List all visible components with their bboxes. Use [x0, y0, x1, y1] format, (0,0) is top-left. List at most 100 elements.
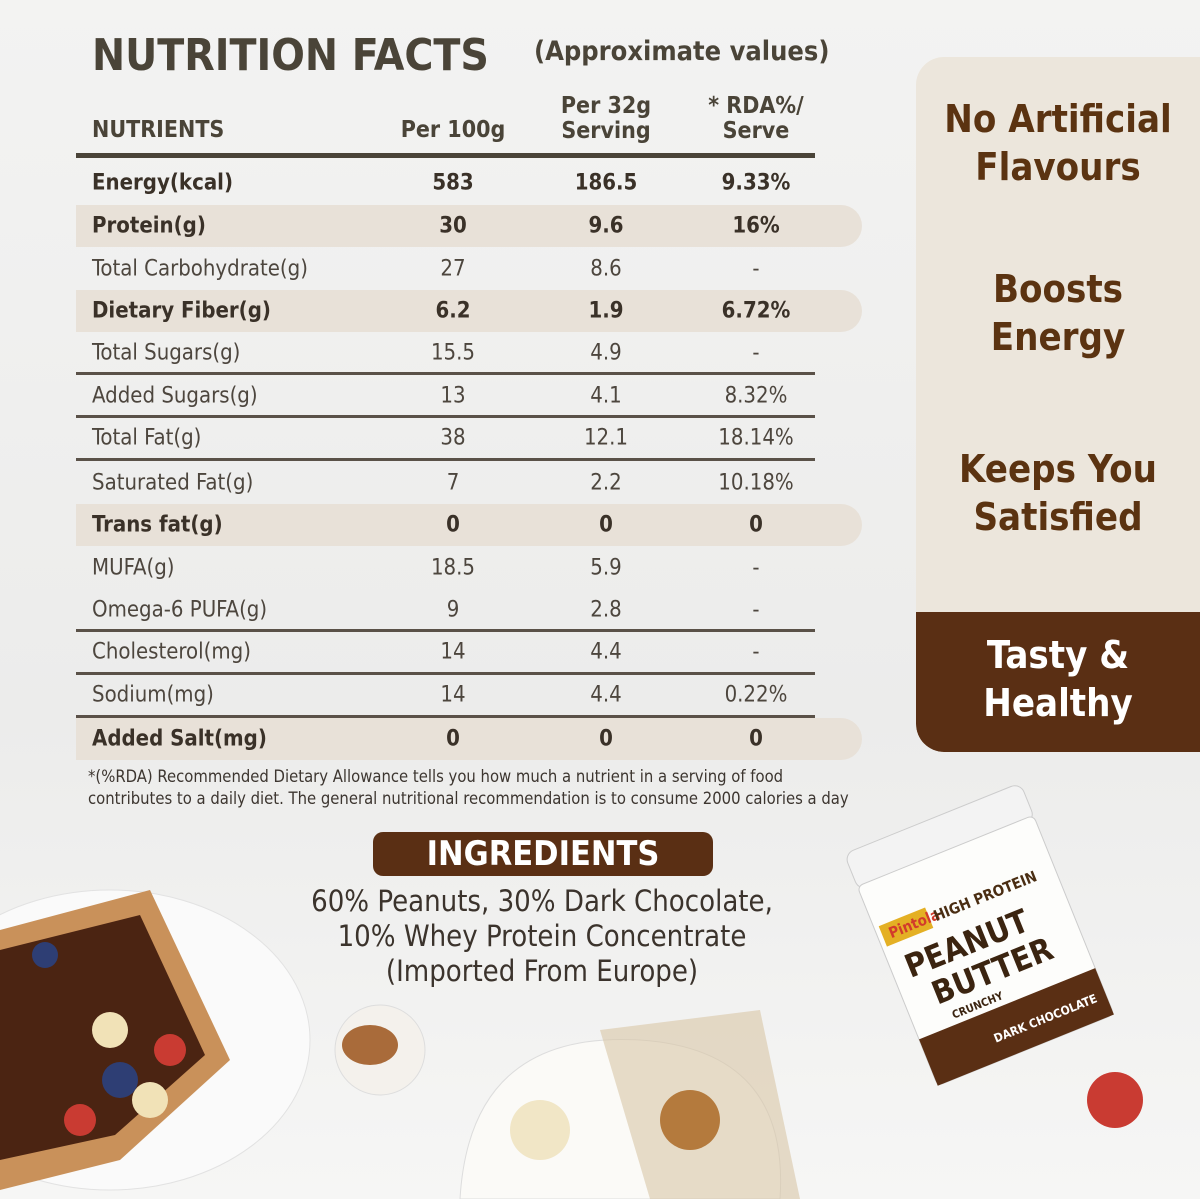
cell: 0.22% — [724, 682, 788, 708]
cell: Added Salt(mg) — [92, 726, 267, 752]
cell: 7 — [446, 470, 460, 496]
cell: 6.72% — [721, 298, 791, 324]
cell: 15.5 — [430, 340, 476, 366]
column-header: Per 32g Serving — [560, 93, 652, 144]
product-jar: Pintola HIGH PROTEIN PEANUT BUTTER CRUNC… — [846, 785, 1114, 1086]
cell: 2.8 — [590, 597, 622, 622]
feature-line: Boosts — [992, 267, 1124, 311]
cell: 0 — [749, 512, 763, 538]
cell: 8.6 — [590, 256, 622, 282]
cell: Sodium(mg) — [92, 682, 214, 708]
cell: 1.9 — [588, 298, 624, 324]
feature-line: No Artificial — [944, 97, 1172, 141]
feature-line: Energy — [990, 315, 1126, 359]
header-rule — [76, 153, 815, 158]
cell: Total Carbohydrate(g) — [92, 256, 308, 282]
feature-line: Flavours — [975, 145, 1141, 189]
cell: 9.33% — [721, 170, 791, 196]
table-row: Added Sugars(g) 13 4.1 8.32% — [76, 376, 815, 418]
cell: 0 — [446, 726, 460, 752]
subtitle: (Approximate values) — [534, 36, 830, 67]
cell: 186.5 — [574, 170, 638, 196]
cell: Trans fat(g) — [92, 512, 223, 538]
table-row: Cholesterol(mg) 14 4.4 - — [76, 633, 815, 675]
cell: 6.2 — [435, 298, 471, 324]
cell: 583 — [432, 170, 474, 196]
features-panel: No Artificial Flavours Boosts Energy Keeps Y… — [916, 57, 1200, 752]
cell: 0 — [599, 726, 613, 752]
cell: 9.6 — [588, 213, 624, 239]
ingredients-line: (Imported From Europe) — [385, 954, 699, 988]
table-row: Total Fat(g) 38 12.1 18.14% — [76, 419, 815, 461]
cell: 12.1 — [583, 425, 629, 451]
feature-line: Healthy — [983, 681, 1133, 725]
cell: - — [752, 340, 760, 366]
feature: Boosts Energy — [916, 265, 1200, 361]
ingredients-title: INGREDIENTS — [373, 832, 713, 876]
table-row: Sodium(mg) 14 4.4 0.22% — [76, 676, 815, 718]
footnote-line: contributes to a daily diet. The general… — [88, 789, 849, 808]
table-row: Total Sugars(g) 15.5 4.9 - — [76, 333, 815, 376]
table-row: Energy(kcal) 583 186.5 9.33% — [76, 162, 815, 204]
table-row: Trans fat(g) 0 0 0 — [76, 504, 862, 547]
cell: Total Sugars(g) — [92, 340, 241, 366]
highlight-block — [916, 612, 1200, 752]
cell: 16% — [732, 213, 780, 239]
feature-line: Satisfied — [973, 495, 1143, 539]
cell: - — [752, 639, 760, 665]
feature-line: Keeps You — [958, 447, 1158, 491]
cell: - — [752, 597, 760, 622]
cell: 4.4 — [590, 639, 622, 665]
table-row: Saturated Fat(g) 7 2.2 10.18% — [76, 462, 815, 504]
cell: 8.32% — [724, 383, 788, 408]
cell: Dietary Fiber(g) — [92, 298, 271, 324]
cell: 38 — [440, 425, 466, 451]
feature-line: Tasty & — [986, 633, 1130, 677]
cell: Omega-6 PUFA(g) — [92, 597, 268, 622]
cell: 4.4 — [590, 682, 622, 708]
cell: 27 — [440, 256, 466, 282]
cell: 13 — [440, 383, 466, 408]
cell: 14 — [440, 682, 466, 708]
cell: - — [752, 555, 760, 581]
column-header: NUTRIENTS — [92, 117, 225, 143]
cell: Energy(kcal) — [92, 170, 233, 196]
footnote-line: *(%RDA) Recommended Dietary Allowance te… — [88, 767, 784, 786]
footnote: *(%RDA) Recommended Dietary Allowance te… — [88, 766, 849, 810]
cell: 18.5 — [430, 555, 476, 581]
cell: 5.9 — [590, 555, 622, 581]
cell: - — [752, 256, 760, 282]
cell: 2.2 — [590, 470, 622, 496]
ingredients-text: 60% Peanuts, 30% Dark Chocolate, 10% Whey… — [242, 884, 842, 989]
decoration — [0, 889, 1143, 1199]
feature: Tasty & Healthy — [916, 631, 1200, 727]
cell: Added Sugars(g) — [92, 383, 258, 408]
column-header: Per 100g — [400, 117, 506, 143]
cell: 10.18% — [718, 470, 794, 496]
cell: 9 — [446, 597, 460, 622]
ingredients-line: 10% Whey Protein Concentrate — [337, 919, 747, 953]
cell: 0 — [749, 726, 763, 752]
table-row: Omega-6 PUFA(g) 9 2.8 - — [76, 590, 815, 632]
cell: Cholesterol(mg) — [92, 639, 251, 665]
title: NUTRITION FACTS — [92, 30, 489, 81]
cell: Total Fat(g) — [92, 425, 202, 451]
table-row: Total Carbohydrate(g) 27 8.6 - — [76, 248, 815, 290]
cell: MUFA(g) — [92, 555, 175, 581]
cell: 14 — [440, 639, 466, 665]
cell: 0 — [446, 512, 460, 538]
table-row: MUFA(g) 18.5 5.9 - — [76, 547, 815, 589]
ingredients-line: 60% Peanuts, 30% Dark Chocolate, — [311, 884, 773, 918]
feature: No Artificial Flavours — [916, 95, 1200, 191]
cell: Saturated Fat(g) — [92, 470, 254, 496]
cell: 4.9 — [590, 340, 622, 366]
column-header: * RDA%/ Serve — [708, 93, 804, 144]
cell: Protein(g) — [92, 213, 206, 239]
table-row: Dietary Fiber(g) 6.2 1.9 6.72% — [76, 290, 862, 333]
table-row: Added Salt(mg) 0 0 0 — [76, 718, 862, 761]
cell: 4.1 — [590, 383, 622, 408]
cell: 18.14% — [718, 425, 794, 451]
cell: 0 — [599, 512, 613, 538]
cell: 30 — [439, 213, 467, 239]
